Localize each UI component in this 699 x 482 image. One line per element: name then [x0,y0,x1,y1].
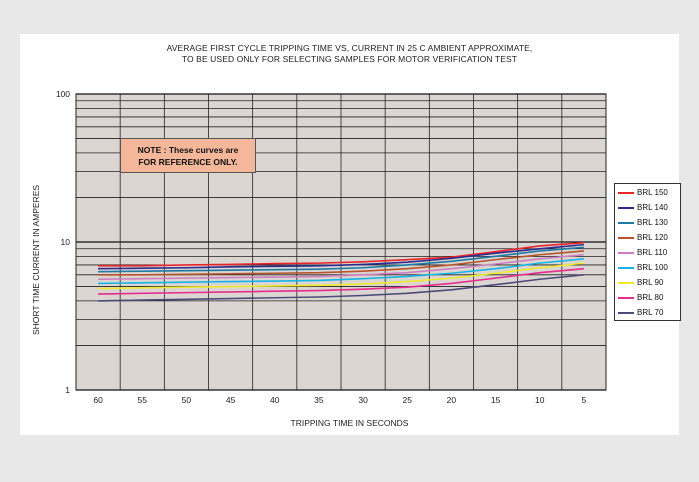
x-tick-label: 55 [138,395,148,405]
reference-note-line-1: NOTE : These curves are [137,145,239,155]
legend-item: BRL 80 [618,290,680,305]
chart-card: AVERAGE FIRST CYCLE TRIPPING TIME VS, CU… [20,34,681,435]
legend-item: BRL 70 [618,305,680,320]
series-line-brl-90 [98,262,585,290]
legend-item: BRL 130 [618,215,680,230]
chart-title-line-1: AVERAGE FIRST CYCLE TRIPPING TIME VS, CU… [166,43,533,53]
x-tick-label: 25 [403,395,413,405]
legend-swatch [618,236,634,239]
series-line-brl-70 [98,274,584,302]
legend-item: BRL 90 [618,275,680,290]
legend-label: BRL 90 [637,278,664,287]
series-line-brl-130 [98,246,584,273]
legend-swatch [618,296,634,299]
x-axis-label: TRIPPING TIME IN SECONDS [290,418,409,428]
legend-label: BRL 150 [637,188,668,197]
legend-item: BRL 140 [618,200,680,215]
x-tick-label: 35 [314,395,324,405]
x-tick-label: 60 [93,395,103,405]
legend-swatch [618,221,634,224]
legend-swatch [618,206,634,209]
legend-item: BRL 150 [618,185,680,200]
x-tick-label: 5 [582,395,587,405]
x-tick-label: 40 [270,395,280,405]
legend-swatch [618,311,634,314]
legend-label: BRL 100 [637,263,668,272]
legend-item: BRL 110 [618,245,680,260]
legend-swatch [618,251,634,254]
x-tick-label: 20 [447,395,457,405]
legend-item: BRL 100 [618,260,680,275]
legend-label: BRL 120 [637,233,668,242]
chart-title: AVERAGE FIRST CYCLE TRIPPING TIME VS, CU… [20,43,679,65]
series-line-brl-100 [98,258,584,285]
chart-title-line-2: TO BE USED ONLY FOR SELECTING SAMPLES FO… [181,54,518,64]
y-tick-label: 100 [56,89,70,99]
chart-legend: BRL 150 BRL 140 BRL 130 BRL 120 BRL 110 BRL 1… [614,183,681,321]
series-line-brl-110 [98,253,584,281]
series-line-brl-120 [98,250,584,276]
x-tick-label: 45 [226,395,236,405]
line-chart: 1 10 100 60 55 50 45 40 35 30 25 20 15 10 5 [56,89,607,405]
x-tick-label: 15 [491,395,501,405]
legend-label: BRL 140 [637,203,668,212]
legend-label: BRL 130 [637,218,668,227]
series-line-brl-150 [98,241,584,267]
x-tick-label: 30 [358,395,368,405]
legend-label: BRL 70 [637,308,664,317]
y-tick-label: 1 [65,385,70,395]
legend-swatch [618,266,634,269]
legend-swatch [618,191,634,194]
x-tick-label: 10 [535,395,545,405]
y-axis-label: SHORT TIME CURRENT IN AMPERES [31,184,41,335]
y-tick-label: 10 [61,237,71,247]
x-tick-label: 50 [182,395,192,405]
legend-label: BRL 80 [637,293,664,302]
legend-item: BRL 120 [618,230,680,245]
series-line-brl-80 [98,267,584,295]
series-line-brl-140 [98,243,584,270]
legend-label: BRL 110 [637,248,668,257]
reference-note-line-2: FOR REFERENCE ONLY. [138,157,238,167]
legend-swatch [618,281,634,284]
reference-note: NOTE : These curves are FOR REFERENCE ON… [120,138,256,173]
